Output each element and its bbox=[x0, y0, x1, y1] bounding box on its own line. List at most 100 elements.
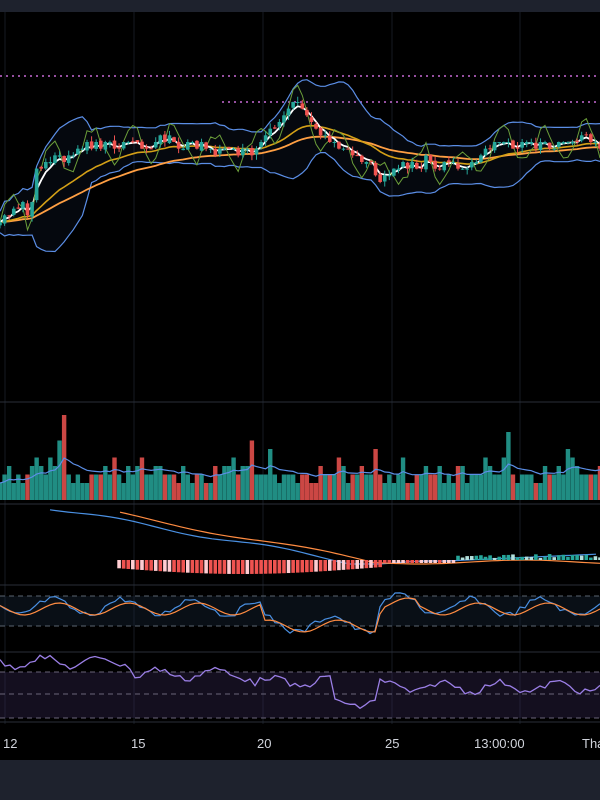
candle-body bbox=[469, 162, 474, 168]
candle-body bbox=[34, 168, 39, 201]
volume-bar bbox=[483, 457, 488, 500]
macd-histogram-bar bbox=[140, 560, 144, 570]
candle-body bbox=[30, 202, 34, 217]
macd-histogram-bar bbox=[511, 554, 515, 560]
candle-body bbox=[451, 162, 456, 163]
candle-body bbox=[208, 148, 213, 150]
macd-histogram-bar bbox=[236, 560, 240, 574]
x-tick-label: 15 bbox=[131, 736, 145, 751]
macd-histogram-bar bbox=[277, 560, 282, 574]
volume-bar bbox=[410, 483, 415, 500]
macd-histogram-bar bbox=[185, 560, 190, 573]
volume-bar bbox=[405, 483, 410, 500]
candle-body bbox=[579, 135, 584, 141]
macd-histogram-bar bbox=[534, 554, 538, 560]
x-tick-label: 25 bbox=[385, 736, 399, 751]
candle-body bbox=[245, 148, 250, 150]
macd-histogram-bar bbox=[254, 560, 259, 574]
rsi-panel[interactable] bbox=[0, 654, 600, 719]
volume-bar bbox=[464, 483, 470, 500]
volume-bar bbox=[538, 483, 543, 500]
macd-histogram-bar bbox=[456, 555, 460, 560]
volume-bar bbox=[336, 457, 342, 500]
macd-histogram-bar bbox=[524, 556, 529, 560]
candle-body bbox=[405, 162, 410, 169]
macd-histogram-bar bbox=[529, 557, 534, 560]
macd-histogram-bar bbox=[570, 554, 575, 560]
macd-histogram-bar bbox=[479, 555, 483, 560]
volume-bar bbox=[451, 483, 456, 500]
candle-body bbox=[534, 142, 538, 149]
candle-body bbox=[218, 148, 222, 154]
macd-histogram-bar bbox=[575, 555, 579, 560]
macd-histogram-bar bbox=[424, 560, 428, 563]
volume-bar bbox=[249, 440, 255, 500]
macd-histogram-bar bbox=[579, 555, 584, 560]
volume-bar bbox=[542, 466, 548, 500]
volume-bar bbox=[34, 457, 39, 500]
candle-body bbox=[250, 148, 254, 156]
volume-bar bbox=[414, 474, 419, 500]
stochastic-d-line bbox=[0, 597, 600, 633]
macd-histogram-bar bbox=[305, 560, 309, 573]
macd-histogram-bar bbox=[382, 560, 387, 563]
candle-body bbox=[479, 155, 483, 163]
volume-bar bbox=[318, 466, 323, 500]
candle-body bbox=[39, 166, 44, 169]
volume-panel[interactable] bbox=[0, 415, 600, 500]
volume-bar bbox=[510, 474, 516, 500]
volume-bar bbox=[304, 474, 310, 500]
volume-bar bbox=[43, 474, 49, 500]
macd-histogram-bar bbox=[135, 560, 140, 570]
candle-body bbox=[424, 155, 428, 170]
volume-bar bbox=[66, 474, 71, 500]
chart-canvas[interactable]: 12 15 20 25 13:00:00 Thá bbox=[0, 12, 600, 760]
volume-bar bbox=[194, 474, 200, 500]
candle-body bbox=[149, 148, 153, 150]
volume-bar bbox=[442, 483, 447, 500]
candle-body bbox=[332, 142, 337, 143]
volume-bar bbox=[6, 466, 12, 500]
macd-histogram-bar bbox=[488, 555, 492, 560]
volume-bar bbox=[80, 483, 85, 500]
rsi-band-fill bbox=[0, 672, 600, 718]
macd-histogram-bar bbox=[295, 560, 300, 573]
candle-body bbox=[538, 142, 543, 151]
macd-histogram-bar bbox=[172, 560, 176, 573]
candle-body bbox=[94, 142, 98, 149]
stochastic-panel[interactable] bbox=[0, 592, 600, 635]
macd-histogram-bar bbox=[414, 560, 419, 563]
volume-bar bbox=[235, 474, 241, 500]
candle-body bbox=[543, 142, 547, 144]
volume-bar bbox=[176, 483, 181, 500]
candle-body bbox=[76, 148, 80, 155]
macd-panel[interactable] bbox=[49, 509, 600, 574]
candle-body bbox=[355, 155, 360, 157]
price-panel[interactable] bbox=[0, 75, 600, 253]
macd-histogram-bar bbox=[195, 560, 199, 574]
macd-histogram-bar bbox=[337, 560, 341, 571]
macd-histogram-bar bbox=[373, 560, 378, 568]
volume-bar bbox=[277, 483, 282, 500]
volume-bar bbox=[71, 483, 76, 500]
volume-bar bbox=[16, 474, 21, 500]
volume-bar bbox=[290, 474, 296, 500]
macd-histogram-bar bbox=[497, 556, 502, 560]
candle-body bbox=[346, 148, 350, 150]
macd-histogram-bar bbox=[259, 560, 263, 574]
macd-histogram-bar bbox=[117, 560, 121, 569]
candle-body bbox=[263, 135, 268, 142]
candle-body bbox=[300, 103, 305, 109]
macd-histogram-bar bbox=[126, 560, 131, 569]
macd-histogram-bar bbox=[433, 560, 437, 563]
volume-bar bbox=[144, 474, 149, 500]
volume-bar bbox=[492, 474, 497, 500]
candle-body bbox=[437, 168, 442, 170]
candle-body bbox=[515, 147, 520, 149]
macd-histogram-bar bbox=[245, 560, 250, 574]
candle-body bbox=[158, 135, 163, 144]
volume-bar bbox=[487, 466, 493, 500]
candle-body bbox=[524, 142, 529, 144]
candle-body bbox=[327, 135, 332, 142]
volume-bar bbox=[524, 474, 529, 500]
